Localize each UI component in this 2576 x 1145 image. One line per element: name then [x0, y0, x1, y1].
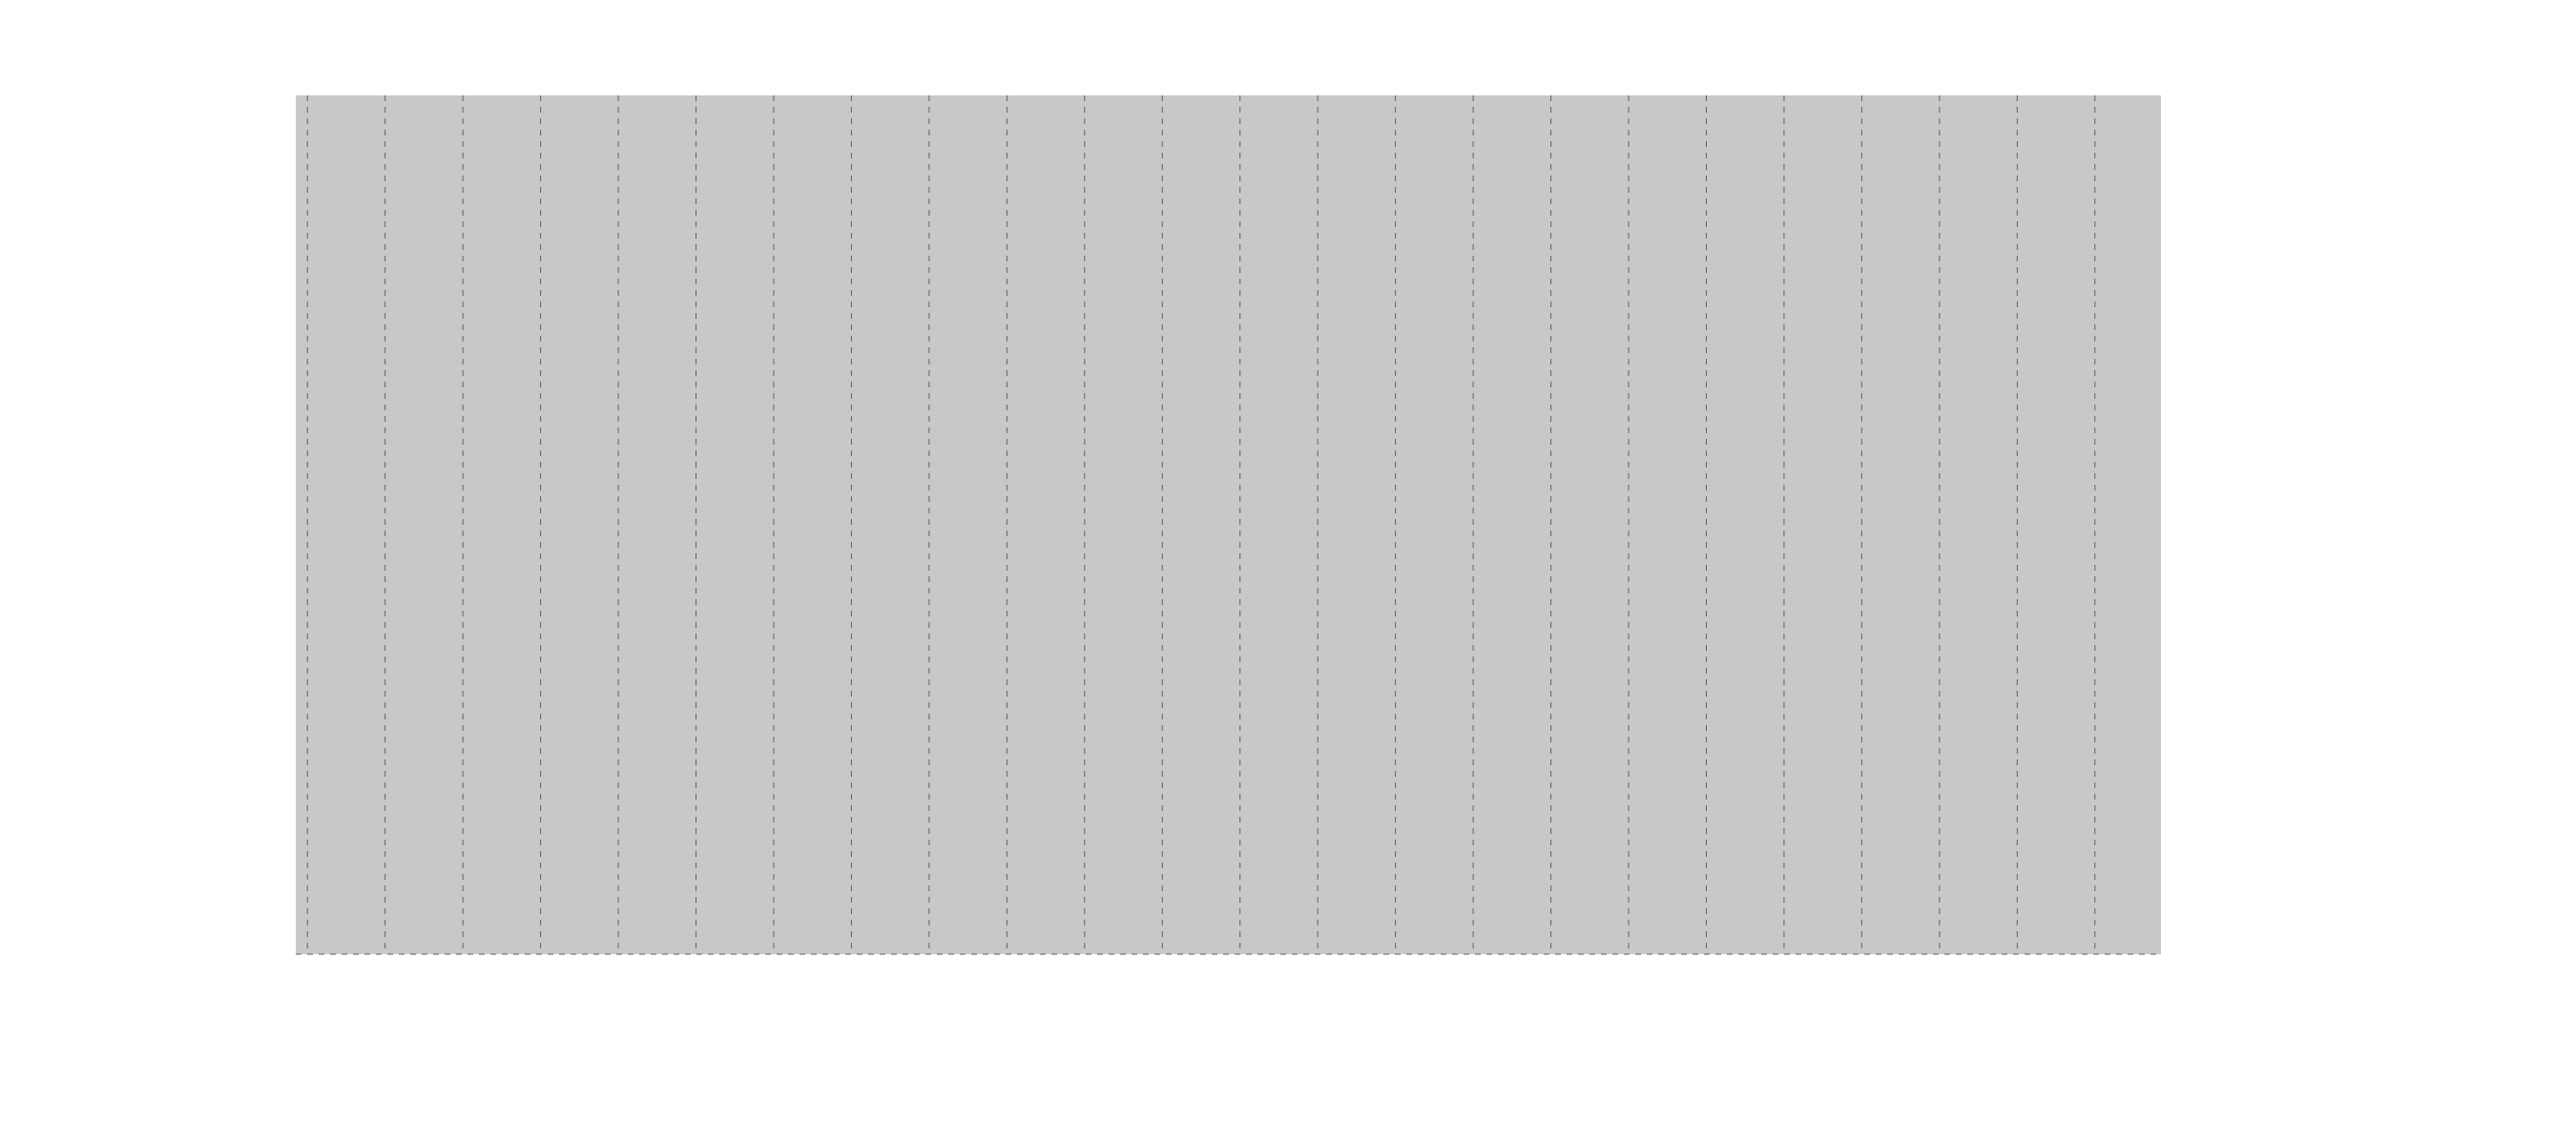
chart-container: { "chart": { "title": "Lumen vesiarvo, 6…: [0, 0, 2576, 1145]
plot-area: [296, 95, 2161, 954]
chart-svg: [0, 0, 2576, 1145]
